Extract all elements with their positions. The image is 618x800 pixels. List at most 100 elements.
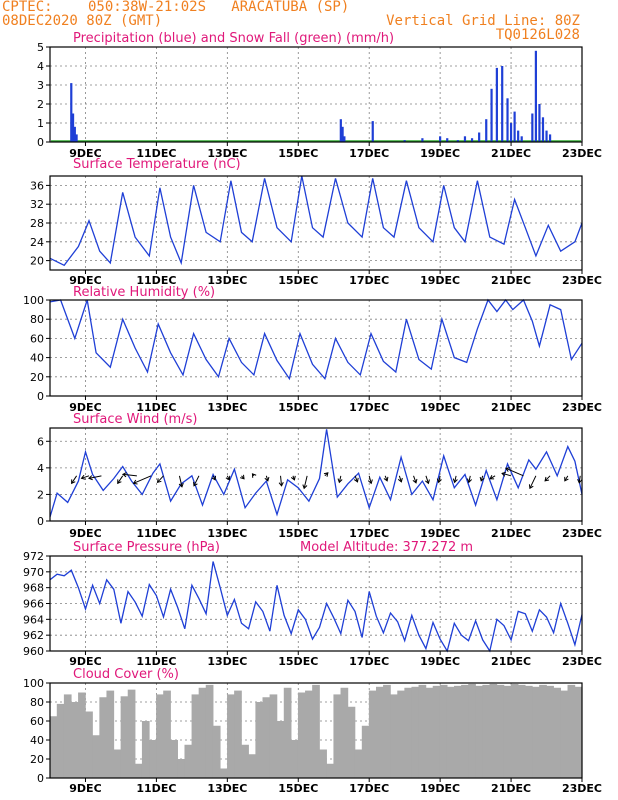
precipitation-bar [73,126,76,142]
cloud-cover-bar [425,687,434,778]
plot-frame [49,427,583,522]
x-tick-label: 21DEC [491,655,531,668]
y-tick-label: 40 [30,734,44,747]
x-tick-label: 17DEC [349,655,389,668]
wind-arrow-head-icon [88,475,93,481]
cloud-cover-bar [383,684,391,778]
wind-arrow-head-icon [156,478,162,484]
wind-arrow-head-icon [71,479,76,485]
x-tick-label: 19DEC [420,401,460,414]
cloud-cover-bar [482,684,491,778]
x-tick-label: 23DEC [562,782,602,795]
wind-arrow-head-icon [383,476,389,482]
wind-arrow-head-icon [528,484,534,490]
precipitation-bar [509,123,513,142]
x-tick-label: 11DEC [136,655,176,668]
cloud-cover-bar [56,703,65,778]
y-tick-label: 32 [30,198,44,211]
grid-note-label: Vertical Grid Line: 80Z [386,13,580,29]
x-tick-label: 19DEC [420,655,460,668]
wind-arrow-head-icon [302,484,308,490]
y-tick-label: 28 [30,217,44,230]
y-tick-label: 20 [30,753,44,766]
panel-6: 0 20 40 60 80 100 9DEC 11DEC 13DEC 15DEC 17DEC 19DE… [23,667,602,795]
cloud-cover-bar [567,684,576,778]
cloud-cover-bar [241,744,249,778]
precipitation-bar [421,138,424,142]
precipitation-bar [490,88,493,142]
x-tick-label: 11DEC [136,401,176,414]
cloud-cover-bar [99,697,108,778]
cloud-cover-bar [553,687,562,778]
precipitation-bar [545,130,548,142]
cloud-cover-bar [397,690,405,778]
wind-arrow-icon [117,475,124,484]
wind-arrow-head-icon [452,478,458,484]
x-tick-label: 21DEC [491,401,531,414]
wind-arrow-head-icon [501,471,507,477]
wind-arrow-icon [88,475,102,479]
panel-title: Precipitation (blue) and Snow Fall (gree… [73,31,394,46]
precipitation-bar [71,113,75,142]
wind-arrow-head-icon [178,482,184,488]
precipitation-bar [341,126,344,142]
wind-arrow-head-icon [479,476,485,482]
precipitation-bar [501,66,504,142]
panel-3: 0 20 40 60 80 100 9DEC 11DEC 13DEC 15DEC 17DEC 19DE… [23,285,602,414]
cloud-cover-bar [219,768,228,778]
precipitation-bar [478,132,481,142]
wind-arrow-head-icon [117,479,122,485]
wind-arrow-head-icon [577,478,583,484]
y-tick-label: 24 [30,236,44,249]
cloud-cover-bar [283,687,292,778]
panel-title: Surface Wind (m/s) [73,412,197,427]
wind-arrow-head-icon [564,476,569,482]
precipitation-bar [339,119,342,142]
y-tick-label: 966 [23,598,44,611]
cloud-cover-bar [496,684,505,778]
wind-arrow-icon [413,475,417,483]
cloud-cover-bar [524,685,533,778]
wind-arrow-icon [505,467,524,477]
series-line [49,298,583,381]
wind-arrow-icon [398,475,402,482]
cloud-cover-bar [560,690,569,778]
y-tick-label: 970 [23,566,44,579]
y-tick-label: 6 [37,435,44,448]
precipitation-bar [548,134,552,142]
cloud-cover-bar [92,735,100,778]
x-tick-label: 15DEC [278,401,318,414]
plot-frame [49,299,583,397]
precipitation-bar [371,121,374,142]
panel-4: 0 2 4 6 9DEC 11DEC 13DEC 15DEC 17DEC 19DEC 21DEC 23… [37,412,602,540]
cloud-cover-bar [184,744,193,778]
wind-arrow-icon [529,475,537,489]
location-label: 050:38W-21:02S ARACATUBA (SP) [88,0,350,15]
wind-arrow-head-icon [489,475,495,480]
y-tick-label: 40 [30,352,44,365]
wind-arrow-icon [81,475,90,479]
x-tick-label: 13DEC [207,401,247,414]
cloud-cover-bar [49,716,58,778]
wind-arrow-icon [425,475,429,484]
cloud-cover-bar [411,686,420,778]
x-tick-label: 15DEC [278,782,318,795]
panel-title: Surface Pressure (hPa) [73,540,220,555]
x-tick-label: 23DEC [562,655,602,668]
x-tick-label: 15DEC [278,274,318,287]
cloud-cover-bar [574,686,583,778]
wind-arrow-icon [193,475,200,487]
x-tick-label: 19DEC [420,147,460,160]
wind-arrow-head-icon [412,478,418,484]
wind-arrow-head-icon [211,475,217,481]
cloud-cover-bar [227,694,235,778]
x-tick-label: 9DEC [69,527,101,540]
wind-arrow-head-icon [505,467,511,472]
wind-arrow-head-icon [425,479,430,485]
cloud-cover-bar [198,687,207,778]
cloud-cover-bar [333,694,342,778]
cloud-cover-bar [340,687,349,778]
cloud-cover-bar [156,694,164,778]
cloud-cover-bar [390,694,398,778]
wind-arrow-icon [354,475,358,483]
